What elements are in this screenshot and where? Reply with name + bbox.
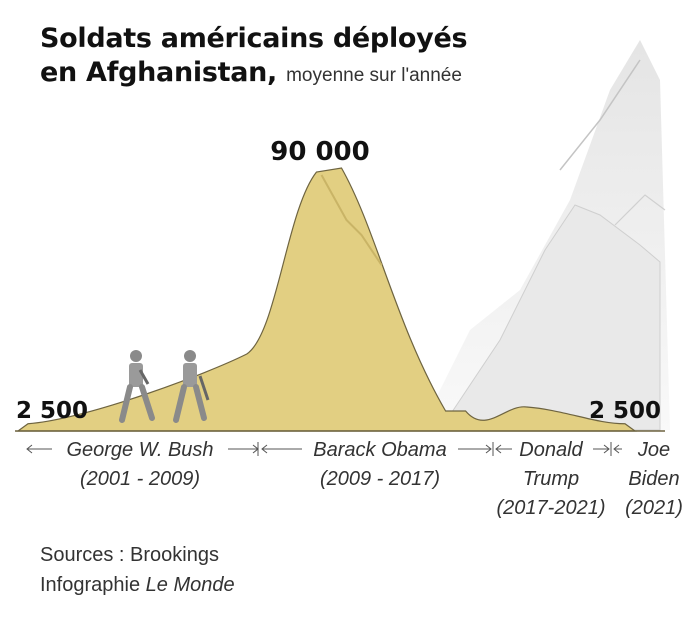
era-obama-years: (2009 - 2017) [320,468,440,490]
era-biden-name-1: Joe [637,439,670,461]
mountain-ridge [559,59,641,171]
era-obama-name: Barack Obama [313,439,446,461]
troop-area-shape [16,167,637,432]
mountain-mid [439,204,661,431]
sources-line: Sources : Brookings [40,544,219,566]
era-trump-name-1: Donald [519,439,583,461]
era-label-obama: Barack Obama (2009 - 2017) [313,439,446,490]
era-bush-years: (2001 - 2009) [80,468,200,490]
era-trump-name-2: Trump [523,468,579,490]
mountain-small [614,194,666,226]
era-arrow-bush [26,442,259,456]
background-mountains [420,40,670,431]
era-trump-years: (2017-2021) [497,497,606,519]
title-line-2: en Afghanistan, moyenne sur l'année [40,56,600,93]
chart-footer: Sources : Brookings Infographie Le Monde [40,540,235,600]
chart-subtitle: moyenne sur l'année [286,65,462,86]
troop-area-series [16,167,637,432]
soldier-figure-2 [173,350,210,423]
end-value-label: 2 500 [589,398,661,424]
chart-title: Soldats américains déployés en Afghanist… [40,22,600,93]
era-bush-name: George W. Bush [66,439,213,461]
peak-value-label: 90 000 [270,137,370,167]
era-biden-years: (2021) [625,497,683,519]
credit-line: Infographie Le Monde [40,570,235,600]
era-arrow-biden [613,444,622,454]
era-arrow-trump [495,442,612,456]
start-value-label: 2 500 [16,398,88,424]
title-line-1: Soldats américains déployés [40,23,468,54]
title-line-2-main: en Afghanistan, [40,57,277,88]
era-arrow-obama [261,442,494,456]
credit-prefix: Infographie [40,574,141,596]
soldier-figure-1 [119,350,155,423]
credit-name: Le Monde [145,574,235,596]
era-label-bush: George W. Bush (2001 - 2009) [66,439,213,490]
peak-ridge-shading [320,174,383,266]
era-label-biden: Joe Biden (2021) [625,439,683,519]
era-arrows [26,442,622,456]
era-label-trump: Donald Trump (2017-2021) [497,439,606,519]
era-biden-name-2: Biden [628,468,679,490]
